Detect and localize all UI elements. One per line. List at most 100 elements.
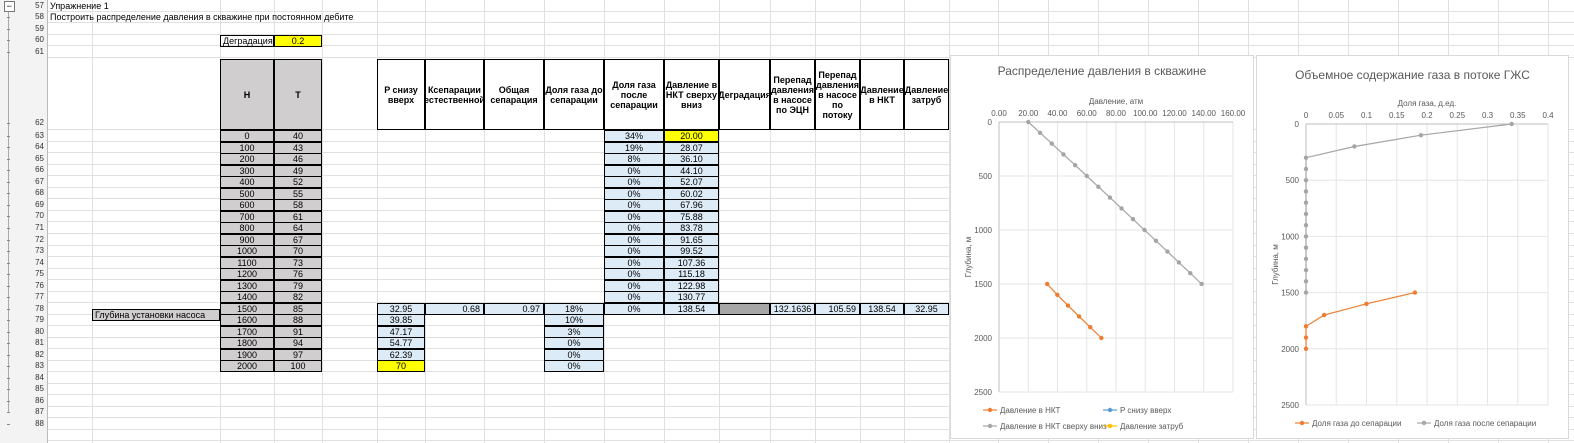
row-number[interactable]: 57 xyxy=(35,1,44,10)
cell-H[interactable]: 2000 xyxy=(220,360,274,372)
row-number[interactable]: 65 xyxy=(35,154,44,163)
cell-p-up[interactable]: 54.77 xyxy=(377,337,425,349)
cell-T[interactable]: 52 xyxy=(274,176,322,188)
cell-a57[interactable]: Упражнение 1 xyxy=(50,1,109,11)
header-p-nkt-down[interactable]: Давление в НКТ сверху вниз xyxy=(664,59,719,130)
row-number[interactable]: 83 xyxy=(35,361,44,370)
header-h[interactable]: H xyxy=(220,59,274,130)
cell-gas-after[interactable]: 0% xyxy=(604,176,664,188)
row-number[interactable]: 86 xyxy=(35,396,44,405)
cell-dp-flow[interactable]: 105.59 xyxy=(815,303,860,315)
cell-p-up[interactable]: 70 xyxy=(377,360,425,372)
row-number[interactable]: 82 xyxy=(35,350,44,359)
cell-gas-after[interactable]: 0% xyxy=(604,291,664,303)
cell-p-nkt[interactable]: 130.77 xyxy=(664,291,719,303)
header-p-up[interactable]: P снизу вверх xyxy=(377,59,425,130)
worksheet-grid[interactable]: Упражнение 1 Построить распределение дав… xyxy=(48,0,1574,443)
cell-p-nkt[interactable]: 67.96 xyxy=(664,199,719,211)
cell-H[interactable]: 1000 xyxy=(220,245,274,257)
header-p-annulus[interactable]: Давление затруб xyxy=(904,59,949,130)
cell-p-ann[interactable]: 32.95 xyxy=(904,303,949,315)
row-number[interactable]: 71 xyxy=(35,223,44,232)
row-number[interactable]: 75 xyxy=(35,269,44,278)
header-total-sep[interactable]: Общая сепарация xyxy=(484,59,544,130)
cell-k-sep[interactable]: 0.68 xyxy=(425,303,484,315)
cell-H[interactable]: 1800 xyxy=(220,337,274,349)
row-number[interactable]: 64 xyxy=(35,142,44,151)
cell-gas-after[interactable]: 0% xyxy=(604,303,664,315)
row-number[interactable]: 84 xyxy=(35,373,44,382)
cell-total-sep[interactable]: 0.97 xyxy=(484,303,544,315)
cell-p-nkt[interactable]: 99.52 xyxy=(664,245,719,257)
row-number[interactable]: 63 xyxy=(35,131,44,140)
cell-H[interactable]: 800 xyxy=(220,222,274,234)
row-number[interactable]: 59 xyxy=(35,24,44,33)
cell-p-nkt[interactable]: 115.18 xyxy=(664,268,719,280)
cell-T[interactable]: 76 xyxy=(274,268,322,280)
row-number[interactable]: 66 xyxy=(35,165,44,174)
cell-gas-after[interactable]: 0% xyxy=(604,222,664,234)
cell-T[interactable]: 82 xyxy=(274,291,322,303)
cell-p-nkt[interactable]: 36.10 xyxy=(664,153,719,165)
row-number[interactable]: 61 xyxy=(35,47,44,56)
row-number[interactable]: 81 xyxy=(35,338,44,347)
header-k-sep[interactable]: Ксепарации естественной xyxy=(425,59,484,130)
row-number[interactable]: 58 xyxy=(35,12,44,21)
cell-H[interactable]: 1200 xyxy=(220,268,274,280)
row-number[interactable]: 87 xyxy=(35,407,44,416)
cell-gas-after[interactable]: 0% xyxy=(604,245,664,257)
cell-T[interactable]: 40 xyxy=(274,130,322,142)
row-number[interactable]: 67 xyxy=(35,177,44,186)
cell-p-nkt[interactable]: 20.00 xyxy=(664,130,719,142)
row-number[interactable]: 88 xyxy=(35,419,44,428)
header-dp-flow[interactable]: Перепад давления в насосе по потоку xyxy=(815,59,860,130)
cell-T[interactable]: 64 xyxy=(274,222,322,234)
cell-p-up[interactable]: 39.85 xyxy=(377,314,425,326)
row-number[interactable]: 79 xyxy=(35,315,44,324)
cell-H[interactable]: 1400 xyxy=(220,291,274,303)
row-number[interactable]: 69 xyxy=(35,200,44,209)
header-t[interactable]: T xyxy=(274,59,322,130)
cell-gas-after[interactable]: 0% xyxy=(604,199,664,211)
chart-pressure[interactable]: Распределение давления в скважине 0.00 20… xyxy=(950,55,1254,439)
cell-p-nkt[interactable]: 138.54 xyxy=(664,303,719,315)
header-dp-ecn[interactable]: Перепад давления в насосе по ЭЦН xyxy=(770,59,815,130)
cell-H[interactable]: 200 xyxy=(220,153,274,165)
row-number[interactable]: 85 xyxy=(35,384,44,393)
row-number[interactable]: 73 xyxy=(35,246,44,255)
cell-gas-before[interactable]: 10% xyxy=(544,314,604,326)
cell-T[interactable]: 70 xyxy=(274,245,322,257)
cell-p-nkt2[interactable]: 138.54 xyxy=(860,303,904,315)
cell-T[interactable]: 100 xyxy=(274,360,322,372)
cell-T[interactable]: 88 xyxy=(274,314,322,326)
row-number[interactable]: 60 xyxy=(35,35,44,44)
cell-H[interactable]: 600 xyxy=(220,199,274,211)
header-p-nkt[interactable]: Давление в НКТ xyxy=(860,59,904,130)
degradation-label[interactable]: Деградация xyxy=(220,35,274,47)
row-number[interactable]: 70 xyxy=(35,211,44,220)
cell-p-nkt[interactable]: 52.07 xyxy=(664,176,719,188)
row-number[interactable]: 74 xyxy=(35,258,44,267)
cell-p-nkt[interactable]: 83.78 xyxy=(664,222,719,234)
cell-T[interactable]: 46 xyxy=(274,153,322,165)
cell-gas-before[interactable]: 0% xyxy=(544,349,604,361)
cell-gas-before[interactable]: 0% xyxy=(544,360,604,372)
cell-dp-ecn[interactable]: 132.1636 xyxy=(770,303,815,315)
cell-gas-after[interactable]: 0% xyxy=(604,268,664,280)
degradation-value[interactable]: 0.2 xyxy=(274,35,322,47)
row-number[interactable]: 77 xyxy=(35,292,44,301)
cell-gas-after[interactable]: 34% xyxy=(604,130,664,142)
cell-H[interactable]: 1600 xyxy=(220,314,274,326)
row-number[interactable]: 72 xyxy=(35,235,44,244)
cell-T[interactable]: 94 xyxy=(274,337,322,349)
row-number[interactable]: 80 xyxy=(35,327,44,336)
cell-gas-before[interactable]: 0% xyxy=(544,337,604,349)
cell-gas-after[interactable]: 8% xyxy=(604,153,664,165)
row-number[interactable]: 78 xyxy=(35,304,44,313)
cell-a58[interactable]: Построить распределение давления в скваж… xyxy=(50,12,354,22)
cell-degr[interactable] xyxy=(719,303,770,315)
header-gas-before[interactable]: Доля газа до сепарации xyxy=(544,59,604,130)
pump-depth-label[interactable]: Глубина установки насоса xyxy=(92,309,220,321)
row-number[interactable]: 76 xyxy=(35,281,44,290)
